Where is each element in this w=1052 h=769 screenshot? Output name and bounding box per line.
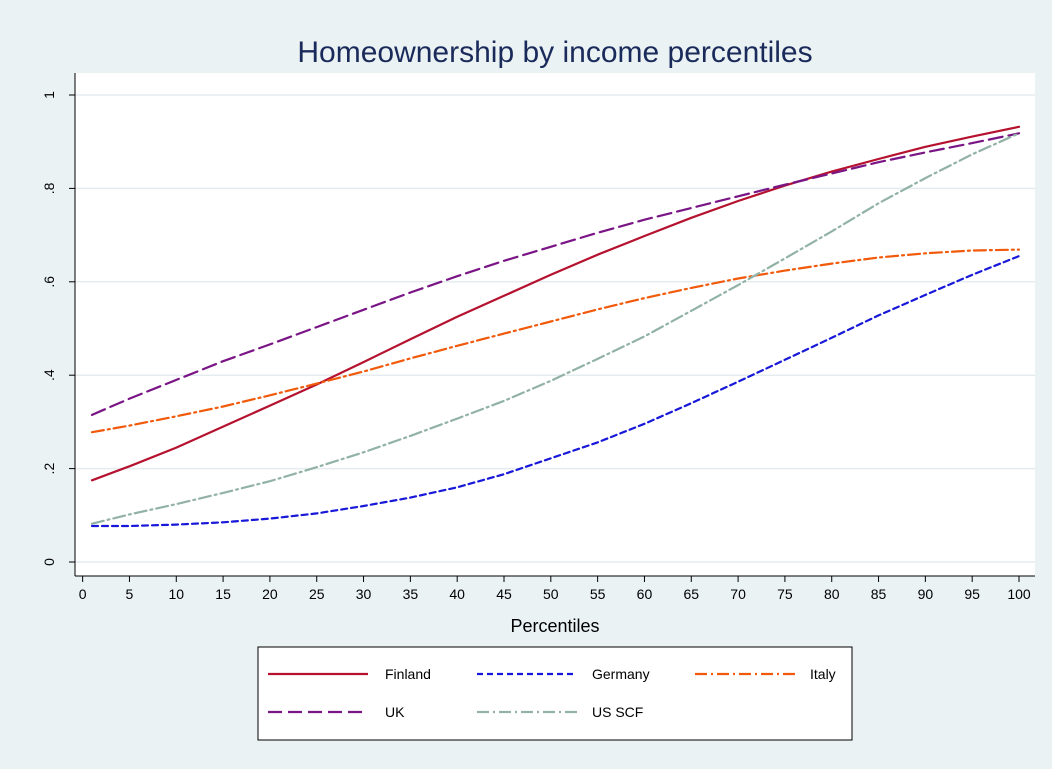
x-tick-label: 55: [590, 586, 606, 602]
legend-label-italy: Italy: [810, 666, 836, 682]
y-tick-label: .8: [41, 182, 57, 194]
series-lines: [90, 125, 1021, 528]
series-line-germany: [90, 255, 1021, 528]
x-tick-label: 50: [543, 586, 559, 602]
x-tick-label: 40: [449, 586, 465, 602]
y-tick-label: .6: [41, 276, 57, 288]
series-line-uk: [90, 132, 1021, 416]
x-tick-label: 0: [79, 586, 87, 602]
x-tick-label: 85: [871, 586, 887, 602]
x-tick-label: 60: [637, 586, 653, 602]
x-tick-label: 75: [777, 586, 793, 602]
x-tick-label: 20: [262, 586, 278, 602]
legend-label-uk: UK: [385, 704, 405, 720]
y-tick-label: .4: [41, 369, 57, 381]
chart-title: Homeownership by income percentiles: [297, 36, 812, 69]
x-tick-label: 90: [918, 586, 934, 602]
x-tick-label: 65: [683, 586, 699, 602]
x-tick-label: 15: [215, 586, 231, 602]
x-tick-label: 5: [126, 586, 134, 602]
series-line-finland: [90, 125, 1021, 482]
legend-label-finland: Finland: [385, 666, 431, 682]
plot-area: [75, 73, 1035, 576]
gridlines: [75, 94, 1035, 563]
x-tick-label: 35: [403, 586, 419, 602]
x-tick-label: 10: [168, 586, 184, 602]
x-tick-label: 70: [730, 586, 746, 602]
legend-label-germany: Germany: [592, 666, 650, 682]
x-tick-label: 25: [309, 586, 325, 602]
y-tick-label: 1: [41, 91, 57, 99]
x-tick-label: 30: [356, 586, 372, 602]
axes: 0.2.4.6.810 5 10 15 20 25 30 35 40 45 50 55 60 65 70 75…: [41, 73, 1035, 602]
x-tick-label: 100: [1007, 586, 1031, 602]
legend: Finland Germany Italy UK US SCF: [257, 646, 853, 741]
series-line-us-scf: [90, 132, 1021, 525]
x-tick-label: 45: [496, 586, 512, 602]
x-axis-title: Percentiles: [510, 616, 599, 636]
x-tick-label: 80: [824, 586, 840, 602]
series-line-italy: [90, 248, 1021, 434]
legend-box: [257, 646, 853, 741]
x-tick-label: 95: [964, 586, 980, 602]
legend-label-us-scf: US SCF: [592, 704, 643, 720]
y-tick-label: .2: [41, 463, 57, 475]
y-tick-label: 0: [41, 558, 57, 566]
